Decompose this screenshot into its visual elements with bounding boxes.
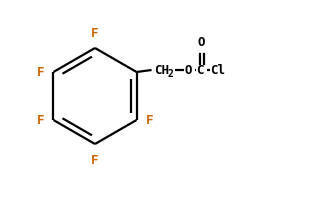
Text: F: F: [37, 114, 44, 127]
Text: O: O: [198, 36, 205, 49]
Text: 2: 2: [167, 69, 173, 79]
Text: Cl: Cl: [211, 64, 226, 77]
Text: F: F: [91, 153, 99, 166]
Text: C: C: [197, 64, 204, 77]
Text: F: F: [91, 27, 99, 40]
Text: CH: CH: [155, 64, 170, 77]
Text: F: F: [146, 114, 153, 127]
Text: O: O: [185, 64, 192, 77]
Text: F: F: [37, 66, 44, 79]
